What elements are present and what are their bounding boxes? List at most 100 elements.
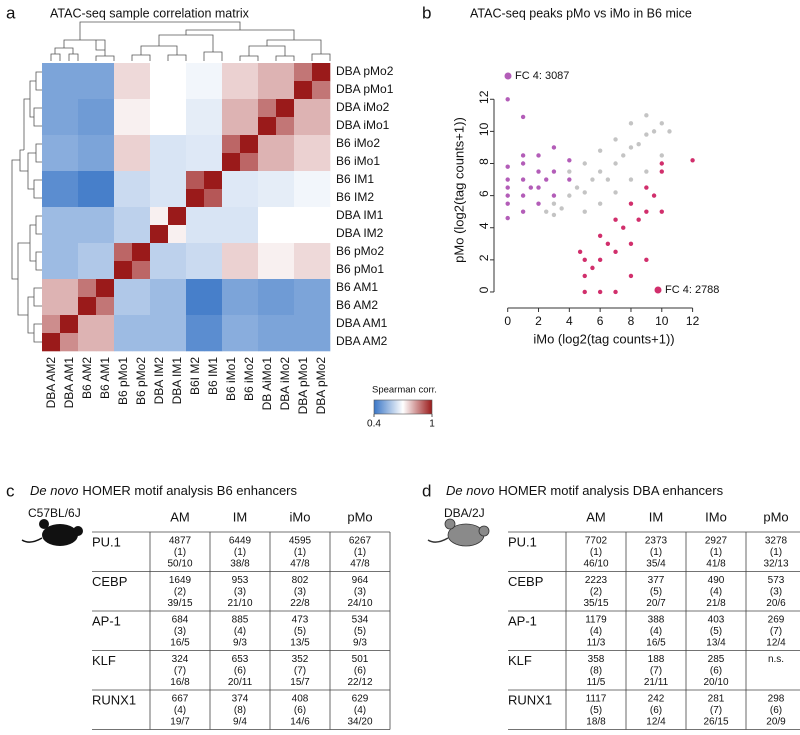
table-cell: 281 — [708, 694, 725, 705]
scatter-point — [597, 289, 603, 295]
heatmap-cell — [240, 189, 259, 208]
scatter-point — [644, 169, 649, 174]
heatmap-cell — [60, 225, 79, 244]
table-cell: 35/4 — [646, 559, 666, 570]
scatter-point — [528, 185, 534, 190]
heatmap-cell — [276, 333, 295, 352]
heatmap-cell — [312, 99, 331, 118]
heatmap-cell — [276, 225, 295, 244]
heatmap-cell — [258, 315, 277, 334]
row-label: B6 pMo1 — [336, 262, 384, 276]
table-cell: 20/11 — [228, 677, 253, 688]
scatter-point — [505, 97, 510, 102]
table-cell: 32/13 — [763, 559, 788, 570]
heatmap-cell — [114, 153, 133, 172]
heatmap-cell — [114, 225, 133, 244]
heatmap-cell — [168, 99, 187, 118]
row-label: KLF — [508, 653, 532, 668]
y-tick-label: 0 — [477, 286, 491, 293]
scatter-point — [613, 249, 618, 255]
table-cell: (6) — [354, 666, 366, 677]
table-cell: 490 — [708, 575, 725, 586]
heatmap-cell — [114, 207, 133, 226]
heatmap-cell — [276, 243, 295, 262]
table-cell: 16/5 — [646, 638, 666, 649]
heatmap-cell — [294, 333, 313, 352]
heatmap-cell — [186, 261, 205, 280]
heatmap-cell — [294, 297, 313, 316]
row-label: CEBP — [92, 574, 127, 589]
table-cell: 12/4 — [646, 717, 666, 728]
table-title-italic: De novo — [30, 483, 78, 498]
heatmap-cell — [114, 243, 133, 262]
row-label: B6 AM2 — [336, 298, 378, 312]
scatter-point — [667, 129, 672, 134]
heatmap-cell — [312, 315, 331, 334]
table-cell: (4) — [650, 626, 662, 637]
column-header: IM — [233, 509, 247, 524]
heatmap-cell — [42, 153, 61, 172]
y-tick-label: 8 — [477, 158, 491, 165]
table-cell: 13/5 — [290, 638, 310, 649]
scatter-point — [505, 193, 510, 198]
heatmap-cell — [150, 81, 169, 100]
heatmap-cell — [186, 333, 205, 352]
column-label: DBA IM1 — [170, 357, 184, 405]
column-header: IM — [649, 509, 663, 524]
table-cell: 16/5 — [170, 638, 190, 649]
heatmap-cell — [96, 99, 115, 118]
heatmap-cell — [60, 81, 79, 100]
legend-marker — [654, 286, 662, 294]
scatter-point — [551, 212, 557, 218]
table-title: De novo HOMER motif analysis DBA enhancer… — [446, 483, 724, 498]
heatmap-cell — [132, 333, 151, 352]
heatmap-cell — [276, 207, 295, 226]
scatter-point — [551, 169, 557, 174]
heatmap-cell — [60, 99, 79, 118]
table-cell: (1) — [234, 547, 246, 558]
heatmap-cell — [258, 243, 277, 262]
row-label: B6 pMo2 — [336, 244, 384, 258]
heatmap-cell — [42, 117, 61, 136]
table-cell: (8) — [590, 666, 602, 677]
heatmap-cell — [96, 117, 115, 136]
colorbar — [373, 399, 433, 415]
table-cell: (5) — [710, 626, 722, 637]
heatmap-cell — [294, 99, 313, 118]
heatmap-cell — [78, 63, 97, 82]
mouse-icon — [427, 518, 490, 547]
table-cell: 4595 — [289, 536, 312, 547]
row-label: RUNX1 — [92, 692, 136, 707]
heatmap-cell — [222, 81, 241, 100]
scatter-point — [536, 169, 541, 174]
table-cell: 352 — [292, 654, 309, 665]
heatmap-cell — [96, 207, 115, 226]
heatmap-cell — [204, 297, 223, 316]
scatter-point — [559, 206, 564, 211]
heatmap-cell — [78, 315, 97, 334]
heatmap-cell — [132, 81, 151, 100]
heatmap-cell — [258, 207, 277, 226]
x-tick-label: 8 — [628, 314, 635, 328]
heatmap-cell — [186, 63, 205, 82]
scatter-point — [605, 241, 611, 246]
table-cell: 35/15 — [583, 598, 608, 609]
scatter-point — [582, 273, 587, 279]
colorbar-tick-label: 1 — [429, 419, 435, 430]
heatmap-cell — [150, 261, 169, 280]
panel-label: a — [6, 3, 16, 22]
heatmap-cell — [78, 135, 97, 154]
table-cell: (6) — [770, 705, 782, 716]
row-label: KLF — [92, 653, 116, 668]
table-cell: 18/8 — [586, 717, 606, 728]
scatter-point — [505, 177, 510, 182]
heatmap-cell — [258, 297, 277, 316]
table-cell: n.s. — [768, 654, 784, 665]
heatmap-cell — [168, 297, 187, 316]
scatter-point — [613, 190, 618, 195]
legend-label: FC 4: 3087 — [515, 70, 569, 82]
heatmap-cell — [258, 117, 277, 136]
scatter-point — [597, 257, 603, 263]
heatmap-cell — [168, 207, 187, 226]
column-label: DBA pMo1 — [296, 357, 310, 415]
